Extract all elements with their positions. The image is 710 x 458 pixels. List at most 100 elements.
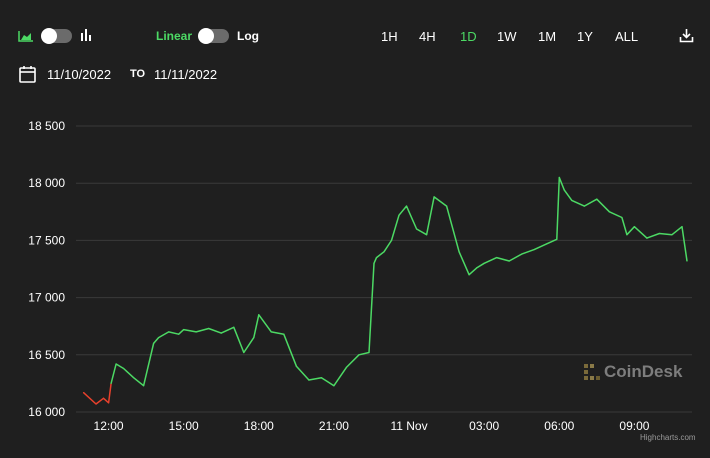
- x-tick-label: 03:00: [469, 419, 499, 433]
- price-point: [243, 351, 245, 354]
- area-chart-icon[interactable]: [18, 29, 34, 42]
- price-point: [405, 205, 408, 207]
- price-point: [153, 342, 155, 344]
- y-tick-label: 18 000: [28, 176, 65, 190]
- date-from[interactable]: 11/10/2022: [47, 67, 112, 82]
- price-line-down-segment: [82, 383, 112, 405]
- scale-linear-label[interactable]: Linear: [156, 29, 193, 43]
- date-to-label: TO: [130, 68, 146, 80]
- price-point: [82, 391, 85, 394]
- chart-toolbar: Linear Log 1H 4H 1D 1W 1M 1Y ALL: [0, 0, 710, 56]
- price-point: [110, 382, 112, 384]
- price-point: [563, 189, 565, 191]
- toggle-knob: [198, 28, 214, 44]
- scale-log-label[interactable]: Log: [237, 29, 259, 43]
- price-point: [383, 251, 385, 253]
- date-to[interactable]: 11/11/2022: [154, 67, 218, 82]
- x-tick-label: 09:00: [619, 419, 649, 433]
- x-tick-label: 18:00: [244, 419, 274, 433]
- price-point: [358, 354, 360, 356]
- price-point: [508, 260, 510, 262]
- price-point: [415, 228, 418, 230]
- price-point: [107, 402, 110, 404]
- price-point: [368, 351, 370, 354]
- coindesk-logo-icon: [583, 363, 601, 388]
- price-point: [168, 331, 170, 333]
- x-tick-label: 12:00: [94, 419, 124, 433]
- price-point: [533, 248, 535, 251]
- y-tick-label: 16 500: [28, 348, 65, 362]
- range-4h-button[interactable]: 4H: [419, 29, 436, 44]
- price-point: [95, 403, 97, 405]
- price-point: [608, 211, 610, 213]
- price-point: [208, 327, 210, 330]
- price-point: [398, 214, 400, 216]
- price-point: [183, 329, 185, 331]
- price-point: [626, 234, 628, 236]
- price-point: [233, 326, 235, 328]
- range-all-button[interactable]: ALL: [615, 29, 639, 44]
- price-point: [132, 377, 135, 379]
- scale-toggle[interactable]: [198, 28, 229, 44]
- price-point: [375, 256, 378, 259]
- x-tick-label: 15:00: [169, 419, 199, 433]
- price-point: [558, 176, 560, 179]
- price-point: [681, 226, 683, 228]
- range-1m-button[interactable]: 1M: [538, 29, 557, 44]
- price-point: [521, 253, 523, 255]
- price-point: [458, 251, 460, 253]
- toggle-knob: [41, 28, 57, 44]
- price-point: [345, 366, 348, 368]
- price-point: [390, 239, 393, 241]
- date-range: 11/10/2022 TO 11/11/2022: [0, 64, 300, 86]
- price-point: [158, 337, 160, 339]
- y-tick-label: 17 000: [28, 291, 65, 305]
- x-tick-label: 11 Nov: [390, 419, 427, 433]
- price-point: [556, 238, 558, 240]
- price-point: [253, 337, 255, 339]
- price-point: [596, 198, 598, 200]
- x-tick-label: 21:00: [319, 419, 349, 433]
- price-point: [476, 267, 478, 269]
- price-point: [483, 262, 485, 264]
- highcharts-credits[interactable]: Highcharts.com: [640, 433, 696, 442]
- price-point: [658, 232, 661, 235]
- coindesk-watermark: CoinDesk: [583, 362, 693, 388]
- range-1d-button[interactable]: 1D: [460, 29, 477, 44]
- price-point: [178, 333, 180, 335]
- price-point: [102, 397, 105, 399]
- bar-chart-icon[interactable]: [80, 28, 92, 41]
- price-point: [583, 205, 585, 207]
- price-point: [671, 234, 673, 236]
- price-point: [621, 216, 623, 219]
- price-point: [115, 363, 117, 365]
- x-tick-label: 06:00: [544, 419, 574, 433]
- coindesk-watermark-text: CoinDesk: [604, 362, 683, 381]
- price-point: [143, 385, 145, 387]
- price-point: [646, 237, 648, 239]
- price-point: [333, 385, 335, 387]
- chart-type-toggle[interactable]: [41, 28, 72, 44]
- price-point: [270, 331, 272, 333]
- price-point: [122, 367, 125, 370]
- y-tick-label: 16 000: [28, 405, 65, 419]
- price-point: [633, 226, 636, 228]
- range-1h-button[interactable]: 1H: [381, 29, 398, 44]
- download-icon[interactable]: [679, 28, 694, 43]
- price-point: [320, 377, 322, 379]
- price-point: [425, 234, 428, 236]
- calendar-icon[interactable]: [19, 65, 36, 83]
- price-point: [496, 256, 498, 259]
- price-point: [308, 379, 310, 381]
- price-point: [433, 196, 435, 198]
- price-line-up-segment: [110, 176, 688, 387]
- range-1y-button[interactable]: 1Y: [577, 29, 593, 44]
- y-tick-label: 18 500: [28, 119, 65, 133]
- range-1w-button[interactable]: 1W: [497, 29, 517, 44]
- y-tick-label: 17 500: [28, 233, 65, 247]
- price-point: [373, 262, 375, 264]
- price-point: [258, 314, 260, 316]
- price-point: [686, 260, 688, 262]
- price-point: [195, 331, 197, 333]
